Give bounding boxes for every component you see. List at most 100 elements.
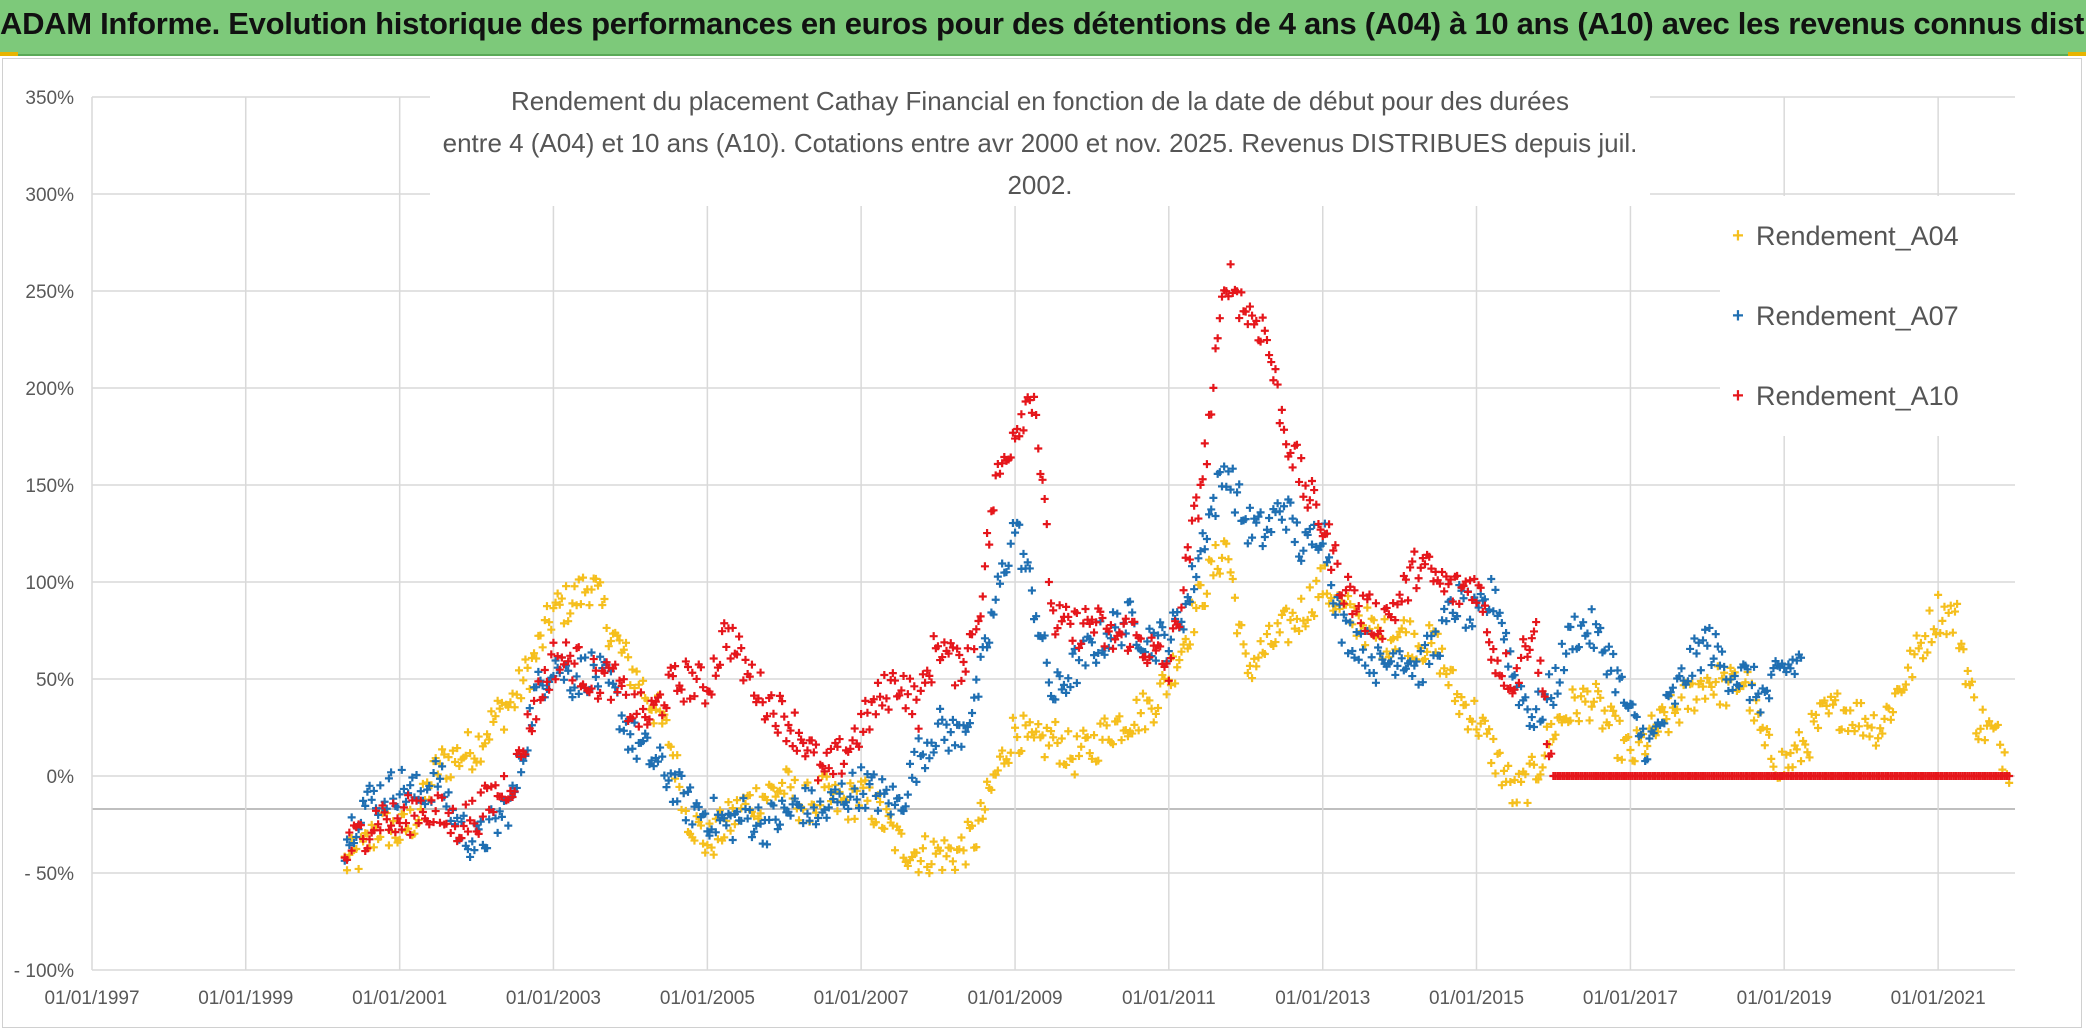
data-point [1215, 569, 1224, 578]
data-point [726, 826, 735, 835]
data-point [566, 686, 575, 695]
data-point [1100, 642, 1109, 651]
data-point [1401, 575, 1410, 584]
data-point [1771, 657, 1780, 666]
data-point [882, 805, 891, 814]
data-point [1692, 695, 1701, 704]
data-point [438, 793, 447, 802]
data-point [903, 690, 912, 699]
data-point [457, 834, 466, 843]
data-point [367, 795, 376, 804]
data-point [636, 688, 645, 697]
data-point [466, 852, 475, 861]
data-point [433, 782, 442, 791]
data-point [918, 750, 927, 759]
data-point [611, 683, 620, 692]
data-point [1171, 679, 1180, 688]
data-point [1410, 629, 1419, 638]
data-point [1790, 669, 1799, 678]
data-point [1192, 573, 1201, 582]
data-point [1202, 460, 1211, 469]
data-point [1256, 337, 1265, 346]
data-point [1970, 693, 1979, 702]
data-point [1151, 656, 1160, 665]
data-point [792, 746, 801, 755]
data-point [1019, 711, 1028, 720]
data-point [1848, 721, 1857, 730]
data-point [1162, 690, 1171, 699]
y-tick-label: - 50% [24, 864, 74, 885]
data-point [703, 827, 712, 836]
data-point [1047, 727, 1056, 736]
data-point [1497, 618, 1506, 627]
data-point [1205, 510, 1214, 519]
data-point [763, 712, 772, 721]
data-point [1354, 611, 1363, 620]
data-point [1273, 499, 1282, 508]
data-point [1230, 508, 1239, 517]
data-point [1468, 622, 1477, 631]
data-point [809, 748, 818, 757]
data-point [497, 792, 506, 801]
data-point [435, 774, 444, 783]
data-point [540, 666, 549, 675]
data-point [361, 801, 370, 810]
data-point [752, 784, 761, 793]
data-point [974, 816, 983, 825]
data-point [835, 735, 844, 744]
data-point [1175, 656, 1184, 665]
data-point [1446, 575, 1455, 584]
data-point [626, 730, 635, 739]
data-point [1117, 641, 1126, 650]
data-point [553, 652, 562, 661]
data-point [1292, 440, 1301, 449]
data-point [1502, 628, 1511, 637]
data-point [1126, 642, 1135, 651]
data-point [1299, 546, 1308, 555]
data-point [942, 852, 951, 861]
data-point [916, 857, 925, 866]
data-point [1645, 734, 1654, 743]
data-point [763, 796, 772, 805]
data-point [720, 619, 729, 628]
data-point [457, 817, 466, 826]
data-point [1489, 607, 1498, 616]
data-point [566, 609, 575, 618]
data-point [1506, 778, 1515, 787]
data-point [461, 751, 470, 760]
data-point [1767, 670, 1776, 679]
data-point [628, 714, 637, 723]
data-point [446, 816, 455, 825]
data-point [1542, 722, 1551, 731]
data-point [1792, 745, 1801, 754]
data-point [1745, 706, 1754, 715]
x-tick-label: 01/01/2013 [1275, 988, 1370, 1009]
data-point [1967, 677, 1976, 686]
data-point [873, 806, 882, 815]
data-point [690, 692, 699, 701]
data-point [478, 812, 487, 821]
data-point [995, 752, 1004, 761]
data-point [1051, 695, 1060, 704]
data-point [493, 828, 502, 837]
data-point [675, 782, 684, 791]
data-point [1658, 703, 1667, 712]
data-point [352, 833, 361, 842]
data-point [1613, 754, 1622, 763]
data-point [1305, 496, 1314, 505]
data-point [1087, 754, 1096, 763]
data-point [1190, 501, 1199, 510]
data-point [380, 808, 389, 817]
data-point [446, 773, 455, 782]
data-point [1248, 533, 1257, 542]
data-point [1671, 699, 1680, 708]
data-point [382, 815, 391, 824]
data-point [890, 676, 899, 685]
data-point [1322, 529, 1331, 538]
data-point [1412, 584, 1421, 593]
data-point [1352, 607, 1361, 616]
data-point [1369, 668, 1378, 677]
data-point [1083, 733, 1092, 742]
data-point [463, 728, 472, 737]
data-point [1081, 661, 1090, 670]
